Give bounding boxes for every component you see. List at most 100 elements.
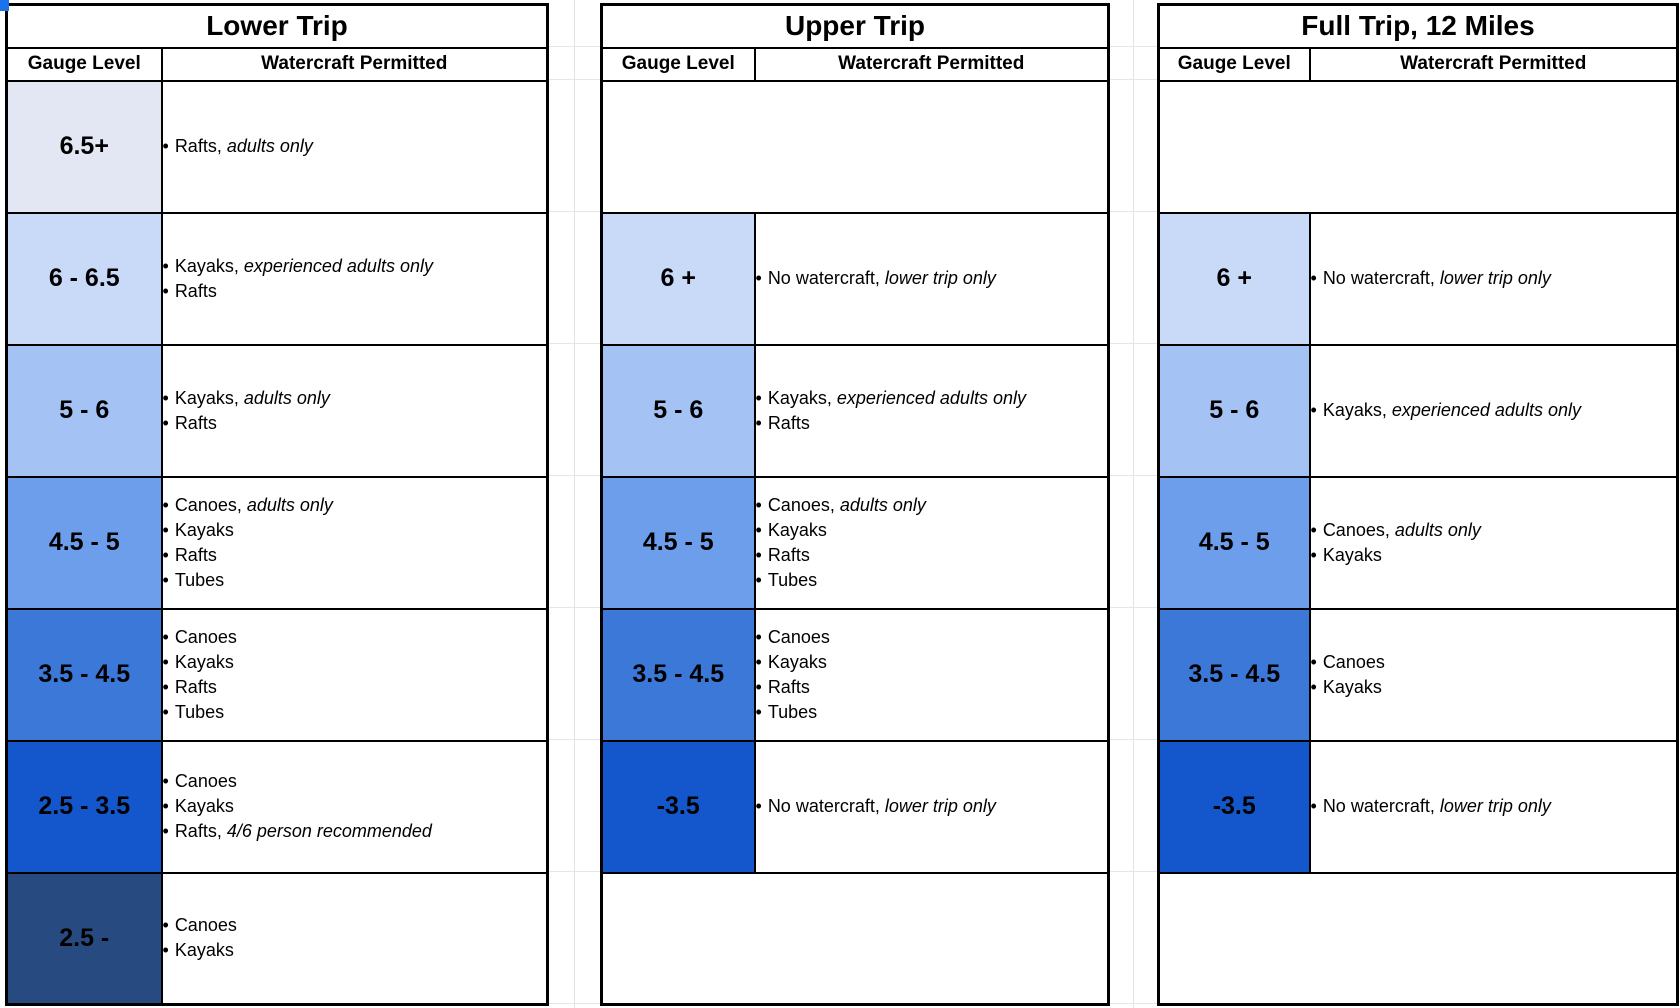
watercraft-cell[interactable]: • Canoes • Kayaks • Rafts, 4/6 person recomme…	[160, 739, 549, 874]
watercraft-cell[interactable]: • Canoes • Kayaks • Rafts • Tubes	[160, 607, 549, 742]
watercraft-cell[interactable]: • Canoes, adults only • Kayaks • Rafts • Tubes	[753, 475, 1110, 610]
bullet-glyph: •	[1310, 268, 1317, 288]
watercraft-cell[interactable]: • Canoes • Kayaks	[160, 871, 549, 1006]
watercraft-item: • Canoes, adults only	[1312, 518, 1676, 543]
sheet-row-gridline	[549, 1003, 600, 1004]
watercraft-cell[interactable]: • No watercraft, lower trip only	[753, 211, 1110, 346]
bullet-glyph: •	[755, 387, 762, 408]
watercraft-text: Rafts,	[174, 136, 227, 156]
watercraft-text: Kayaks	[1322, 676, 1382, 697]
watercraft-item: • Rafts	[164, 411, 546, 436]
bullet-glyph: •	[755, 701, 762, 722]
gauge-level-header[interactable]: Gauge Level	[5, 46, 163, 82]
bullet-glyph: •	[755, 676, 762, 697]
watercraft-item: • Tubes	[162, 568, 546, 593]
empty-cell[interactable]	[1157, 79, 1679, 214]
watercraft-item: • Tubes	[755, 700, 1107, 725]
watercraft-header[interactable]: Watercraft Permitted	[1308, 46, 1679, 82]
watercraft-text: Rafts	[174, 544, 217, 565]
gauge-level-cell[interactable]: 3.5 - 4.5	[600, 607, 756, 742]
sheet-column-gridline	[574, 0, 575, 1008]
watercraft-item: • Kayaks	[164, 650, 546, 675]
watercraft-cell[interactable]: • Rafts, adults only	[160, 79, 549, 214]
gauge-level-cell[interactable]: -3.5	[600, 739, 756, 874]
gauge-level-cell[interactable]: 6 +	[1157, 211, 1311, 346]
watercraft-item: • Canoes	[757, 625, 1107, 650]
watercraft-text: Rafts	[767, 676, 810, 697]
gauge-level-cell[interactable]: 6 +	[600, 211, 756, 346]
watercraft-item: • Canoes	[162, 769, 546, 794]
bullet-glyph: •	[162, 569, 169, 590]
gauge-level-cell[interactable]: 5 - 6	[600, 343, 756, 478]
sheet-row-gridline	[549, 46, 600, 47]
bullet-glyph: •	[162, 771, 169, 791]
watercraft-cell[interactable]: • Canoes • Kayaks • Rafts • Tubes	[753, 607, 1110, 742]
empty-cell[interactable]	[600, 871, 1110, 1006]
gauge-level-cell[interactable]: 4.5 - 5	[600, 475, 756, 610]
watercraft-text: Canoes	[174, 915, 237, 936]
gauge-level-cell[interactable]: 3.5 - 4.5	[1157, 607, 1311, 742]
watercraft-qualifier: adults only	[243, 387, 330, 408]
bullet-glyph: •	[755, 268, 762, 288]
gauge-level-cell[interactable]: 3.5 - 4.5	[5, 607, 163, 742]
table-title[interactable]: Upper Trip	[600, 3, 1110, 49]
watercraft-cell[interactable]: • Canoes, adults only • Kayaks • Rafts • Tubes	[160, 475, 549, 610]
gauge-level-cell[interactable]: -3.5	[1157, 739, 1311, 874]
watercraft-item: • Kayaks, adults only	[164, 386, 546, 411]
gauge-level-cell[interactable]: 6.5+	[5, 79, 163, 214]
table-title[interactable]: Lower Trip	[5, 3, 549, 49]
sheet-row-gridline	[549, 211, 600, 212]
watercraft-text: Kayaks,	[1322, 400, 1392, 420]
bullet-glyph: •	[162, 676, 169, 697]
trip-table-upper-trip: Upper Trip Gauge Level Watercraft Permitte…	[600, 3, 1110, 1006]
watercraft-item: • No watercraft, lower trip only	[1310, 266, 1676, 291]
watercraft-cell[interactable]: • Canoes • Kayaks	[1308, 607, 1679, 742]
gauge-level-cell[interactable]: 5 - 6	[5, 343, 163, 478]
watercraft-qualifier: adults only	[839, 494, 926, 515]
sheet-row-gridline	[1110, 1003, 1157, 1004]
bullet-glyph: •	[755, 494, 762, 515]
watercraft-item: • No watercraft, lower trip only	[1312, 794, 1676, 819]
gauge-level-header[interactable]: Gauge Level	[1157, 46, 1311, 82]
sheet-row-gridline	[1110, 46, 1157, 47]
empty-cell[interactable]	[600, 79, 1110, 214]
sheet-row-gridline	[1110, 343, 1157, 344]
sheet-row-gridline	[549, 871, 600, 872]
gauge-level-cell[interactable]: 4.5 - 5	[1157, 475, 1311, 610]
watercraft-cell[interactable]: • Kayaks, experienced adults only	[1308, 343, 1679, 478]
watercraft-text: Canoes	[1322, 651, 1385, 672]
table-row: -3.5 • No watercraft, lower trip only	[1157, 739, 1679, 874]
watercraft-item: • Canoes	[164, 625, 546, 650]
watercraft-item: • Canoes, adults only	[755, 493, 1107, 518]
watercraft-item: • Kayaks	[1312, 675, 1676, 700]
gauge-level-cell[interactable]: 2.5 -	[5, 871, 163, 1006]
watercraft-cell[interactable]: • Kayaks, experienced adults only • Rafts	[753, 343, 1110, 478]
gauge-level-header[interactable]: Gauge Level	[600, 46, 756, 82]
watercraft-cell[interactable]: • Kayaks, experienced adults only • Rafts	[160, 211, 549, 346]
watercraft-item: • Kayaks	[757, 650, 1107, 675]
table-title[interactable]: Full Trip, 12 Miles	[1157, 3, 1679, 49]
gauge-level-cell[interactable]: 6 - 6.5	[5, 211, 163, 346]
watercraft-item: • Canoes	[1312, 650, 1676, 675]
sheet-row-gridline	[1110, 211, 1157, 212]
table-row	[600, 871, 1110, 1006]
watercraft-text: Kayaks,	[174, 255, 244, 276]
watercraft-text: Canoes,	[1322, 519, 1395, 540]
watercraft-qualifier: experienced adults only	[243, 255, 433, 276]
gauge-level-cell[interactable]: 5 - 6	[1157, 343, 1311, 478]
watercraft-header[interactable]: Watercraft Permitted	[160, 46, 549, 82]
watercraft-item: • Rafts	[164, 279, 546, 304]
watercraft-header[interactable]: Watercraft Permitted	[753, 46, 1110, 82]
sheet-row-gridline	[1110, 871, 1157, 872]
empty-cell[interactable]	[1157, 871, 1679, 1006]
watercraft-text: Kayaks	[174, 519, 234, 540]
gauge-level-cell[interactable]: 4.5 - 5	[5, 475, 163, 610]
watercraft-cell[interactable]: • Kayaks, adults only • Rafts	[160, 343, 549, 478]
watercraft-cell[interactable]: • No watercraft, lower trip only	[1308, 739, 1679, 874]
watercraft-cell[interactable]: • No watercraft, lower trip only	[753, 739, 1110, 874]
watercraft-cell[interactable]: • Canoes, adults only • Kayaks	[1308, 475, 1679, 610]
watercraft-cell[interactable]: • No watercraft, lower trip only	[1308, 211, 1679, 346]
gauge-level-cell[interactable]: 2.5 - 3.5	[5, 739, 163, 874]
bullet-glyph: •	[162, 494, 169, 515]
